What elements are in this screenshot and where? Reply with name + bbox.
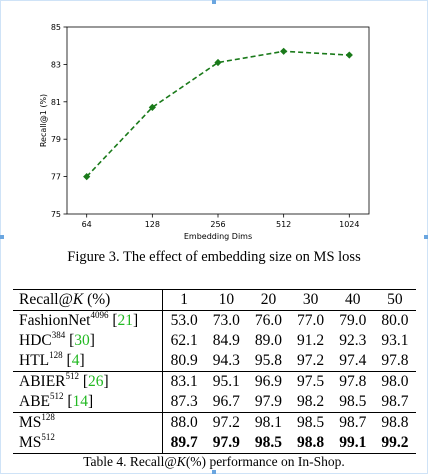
recall-value: 97.9 — [212, 434, 240, 451]
header-k: 10 — [218, 291, 235, 308]
recall-value: 79.0 — [339, 312, 367, 329]
selection-handle[interactable] — [0, 235, 4, 239]
recall-value: 97.9 — [254, 393, 283, 410]
recall-value: 94.3 — [212, 352, 240, 369]
table-row: HTL128 [4] 80.9 94.3 95.8 97.2 97.4 97.8 — [13, 350, 416, 372]
y-tick-label: 75 — [51, 210, 61, 219]
data-point — [345, 51, 353, 59]
x-tick-label: 512 — [276, 220, 291, 229]
x-tick-label: 256 — [210, 220, 225, 229]
citation-link[interactable]: 21 — [117, 312, 134, 329]
header-k: 40 — [345, 291, 361, 308]
recall-value: 96.7 — [212, 393, 240, 410]
selection-handle[interactable] — [212, 0, 216, 4]
table-row: ABIER512 [26] 83.1 95.1 96.9 97.5 97.8 98.0 — [13, 371, 416, 392]
citation-link[interactable]: 14 — [72, 393, 89, 410]
x-tick-label: 128 — [145, 220, 160, 229]
recall-value: 97.5 — [289, 371, 332, 392]
recall-value: 97.2 — [205, 412, 248, 433]
recall-value: 98.0 — [373, 371, 416, 392]
recall-value: 83.1 — [162, 371, 206, 392]
recall-value: 97.2 — [297, 352, 325, 369]
y-tick-label: 77 — [51, 173, 61, 182]
citation-link[interactable]: 30 — [74, 332, 90, 349]
table-caption: Table 4. Recall@K(%) performance on In-S… — [83, 454, 345, 469]
data-point — [214, 58, 222, 67]
recall-value: 92.3 — [339, 332, 367, 349]
recall-value: 98.8 — [297, 434, 325, 451]
figure-caption: Figure 3. The effect of embedding size o… — [67, 249, 361, 265]
results-table: Recall@K (%) 1 10 20 30 40 50 FashionNet… — [13, 289, 416, 454]
method-name: HTL128 [4] — [13, 350, 163, 372]
x-tick-label: 1024 — [339, 220, 359, 229]
y-axis-label: Recall@1 (%) — [39, 94, 48, 147]
recall-value: 98.7 — [331, 412, 374, 433]
header-k: 1 — [180, 291, 188, 308]
recall-value: 96.9 — [247, 371, 290, 392]
recall-value: 98.8 — [373, 412, 416, 433]
citation-link[interactable]: 4 — [71, 352, 80, 369]
method-name: MS512 — [13, 432, 163, 454]
recall-value: 80.9 — [170, 352, 198, 369]
header-k: 20 — [260, 291, 277, 308]
table-header-row: Recall@K (%) 1 10 20 30 40 50 — [13, 289, 416, 311]
y-tick-label: 85 — [51, 23, 61, 32]
recall-value: 97.8 — [331, 371, 374, 392]
recall-value: 77.0 — [297, 312, 325, 329]
citation-link[interactable]: 26 — [88, 373, 104, 390]
method-name: FashionNet4096 [21] — [13, 310, 163, 331]
recall-value: 53.0 — [170, 312, 198, 329]
recall-value: 89.0 — [254, 332, 283, 349]
y-tick-label: 83 — [51, 60, 61, 69]
data-point — [148, 103, 156, 112]
recall-value: 88.0 — [162, 412, 206, 433]
y-tick-label: 81 — [51, 98, 61, 107]
method-name: MS128 — [13, 412, 163, 433]
embedding-size-chart: 75 77 79 81 83 85 64 128 256 512 1024 Embedding Dim… — [39, 23, 370, 241]
table-row: FashionNet4096 [21] 53.0 73.0 76.0 77.0 79.0 8… — [13, 310, 416, 331]
recall-value: 73.0 — [212, 312, 240, 329]
recall-value: 62.1 — [170, 332, 198, 349]
recall-value: 98.5 — [254, 434, 283, 451]
recall-value: 87.3 — [170, 393, 198, 410]
recall-value: 98.5 — [289, 412, 332, 433]
recall-value: 97.8 — [381, 352, 409, 369]
x-tick-label: 64 — [82, 220, 92, 229]
plot-frame — [66, 26, 370, 215]
method-name: HDC384 [30] — [13, 330, 163, 351]
method-name: ABE512 [14] — [13, 391, 163, 413]
data-point — [83, 173, 91, 181]
recall-value: 89.7 — [170, 434, 198, 451]
table-row: HDC384 [30] 62.1 84.9 89.0 91.2 92.3 93.1 — [13, 330, 416, 351]
recall-value: 93.1 — [381, 332, 409, 349]
recall-value: 98.2 — [297, 393, 325, 410]
header-recall-label: Recall@K (%) — [13, 289, 163, 311]
selection-handle[interactable] — [424, 235, 428, 239]
recall-value: 99.1 — [339, 434, 367, 451]
recall-value: 76.0 — [254, 312, 283, 329]
recall-value: 95.1 — [205, 371, 248, 392]
method-name: ABIER512 [26] — [13, 371, 163, 392]
recall-value: 84.9 — [212, 332, 240, 349]
selection-handle[interactable] — [212, 470, 216, 474]
recall-value: 97.4 — [339, 352, 367, 369]
data-point — [280, 47, 288, 55]
recall-value: 95.8 — [254, 352, 283, 369]
series-line — [86, 50, 350, 178]
header-k: 30 — [302, 291, 319, 308]
table-row: MS128 88.0 97.2 98.1 98.5 98.7 98.8 — [13, 412, 416, 433]
recall-value: 98.5 — [339, 393, 367, 410]
y-tick-label: 79 — [51, 135, 61, 144]
recall-value: 91.2 — [297, 332, 325, 349]
x-axis-label: Embedding Dims — [184, 232, 252, 241]
recall-value: 98.7 — [381, 393, 409, 410]
recall-value: 80.0 — [381, 312, 409, 329]
table-row: MS512 89.7 97.9 98.5 98.8 99.1 99.2 — [13, 432, 416, 454]
recall-value: 98.1 — [247, 412, 290, 433]
table-row: ABE512 [14] 87.3 96.7 97.9 98.2 98.5 98.7 — [13, 391, 416, 413]
recall-value: 99.2 — [381, 434, 409, 451]
header-k: 50 — [387, 291, 403, 308]
